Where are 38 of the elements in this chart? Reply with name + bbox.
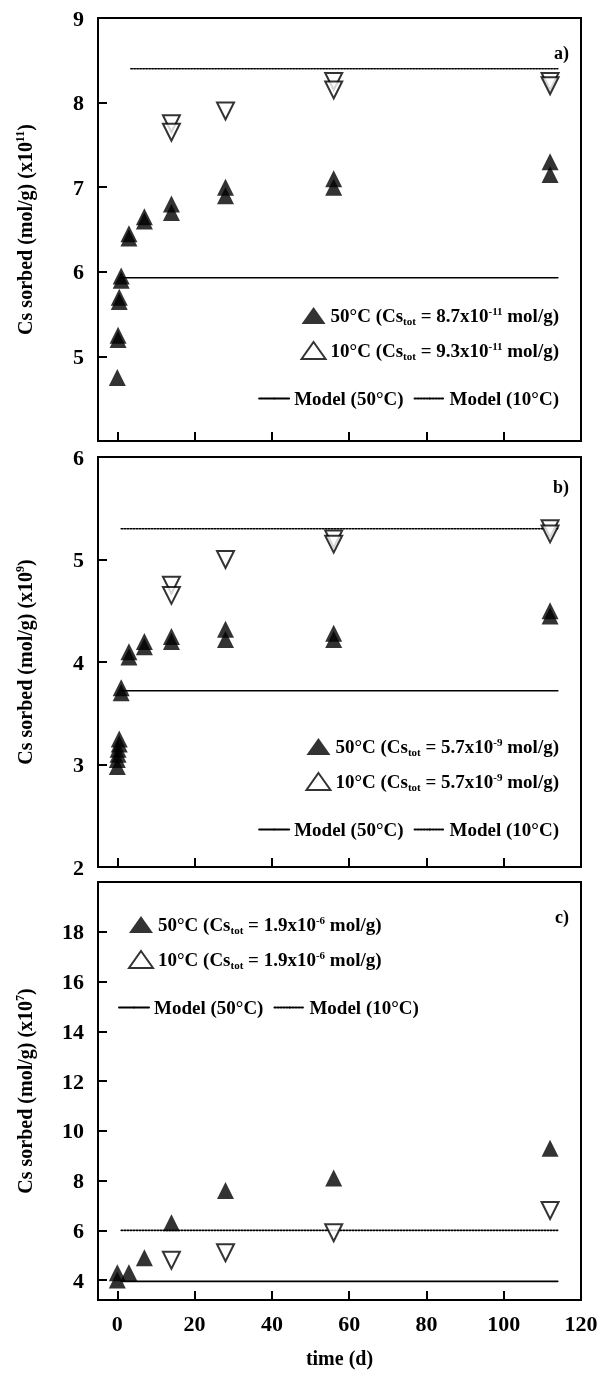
y-axis-title: Cs sorbed (mol/g) (x1011) bbox=[13, 124, 37, 335]
x-tick-label: 100 bbox=[487, 1310, 521, 1336]
x-tick-label: 60 bbox=[338, 1310, 361, 1336]
y-tick-label: 8 bbox=[73, 90, 84, 116]
y-tick-label: 8 bbox=[73, 1168, 84, 1194]
x-tick-label: 80 bbox=[415, 1310, 438, 1336]
y-tick-label: 18 bbox=[62, 919, 84, 945]
y-tick-label: 14 bbox=[62, 1018, 84, 1044]
legend-label: Model (10°C) bbox=[449, 388, 559, 410]
y-tick-label: 4 bbox=[73, 1267, 84, 1293]
y-tick-label: 6 bbox=[73, 259, 84, 285]
y-tick-label: 10 bbox=[62, 1118, 84, 1144]
y-tick-label: 4 bbox=[73, 649, 84, 675]
legend-label: Model (50°C) bbox=[294, 819, 404, 841]
y-axis-title: Cs sorbed (mol/g) (x109) bbox=[13, 559, 37, 765]
annotation: a) bbox=[554, 43, 570, 64]
y-tick-label: 3 bbox=[73, 752, 84, 777]
x-axis-title: time (d) bbox=[305, 1347, 374, 1370]
x-tick-label: 120 bbox=[564, 1310, 598, 1336]
x-tick-label: 40 bbox=[260, 1310, 283, 1336]
y-tick-label: 2 bbox=[73, 854, 84, 880]
x-tick-label: 20 bbox=[183, 1310, 206, 1336]
y-tick-label: 6 bbox=[73, 1217, 84, 1243]
annotation: b) bbox=[553, 477, 570, 498]
y-tick-label: 7 bbox=[73, 174, 84, 200]
y-axis-title: Cs sorbed (mol/g) (x107) bbox=[13, 988, 37, 1194]
legend-label: Model (50°C) bbox=[154, 997, 264, 1019]
y-tick-label: 5 bbox=[73, 343, 84, 369]
y-tick-label: 12 bbox=[62, 1068, 84, 1094]
y-tick-label: 5 bbox=[73, 547, 84, 572]
legend-label: Model (10°C) bbox=[309, 997, 419, 1019]
y-tick-label: 9 bbox=[73, 5, 84, 31]
x-tick-label: 0 bbox=[111, 1310, 123, 1336]
legend-label: Model (10°C) bbox=[449, 819, 559, 841]
y-tick-label: 6 bbox=[73, 444, 84, 470]
legend-label: Model (50°C) bbox=[294, 388, 404, 410]
annotation: c) bbox=[555, 907, 570, 928]
y-tick-label: 16 bbox=[62, 969, 84, 995]
